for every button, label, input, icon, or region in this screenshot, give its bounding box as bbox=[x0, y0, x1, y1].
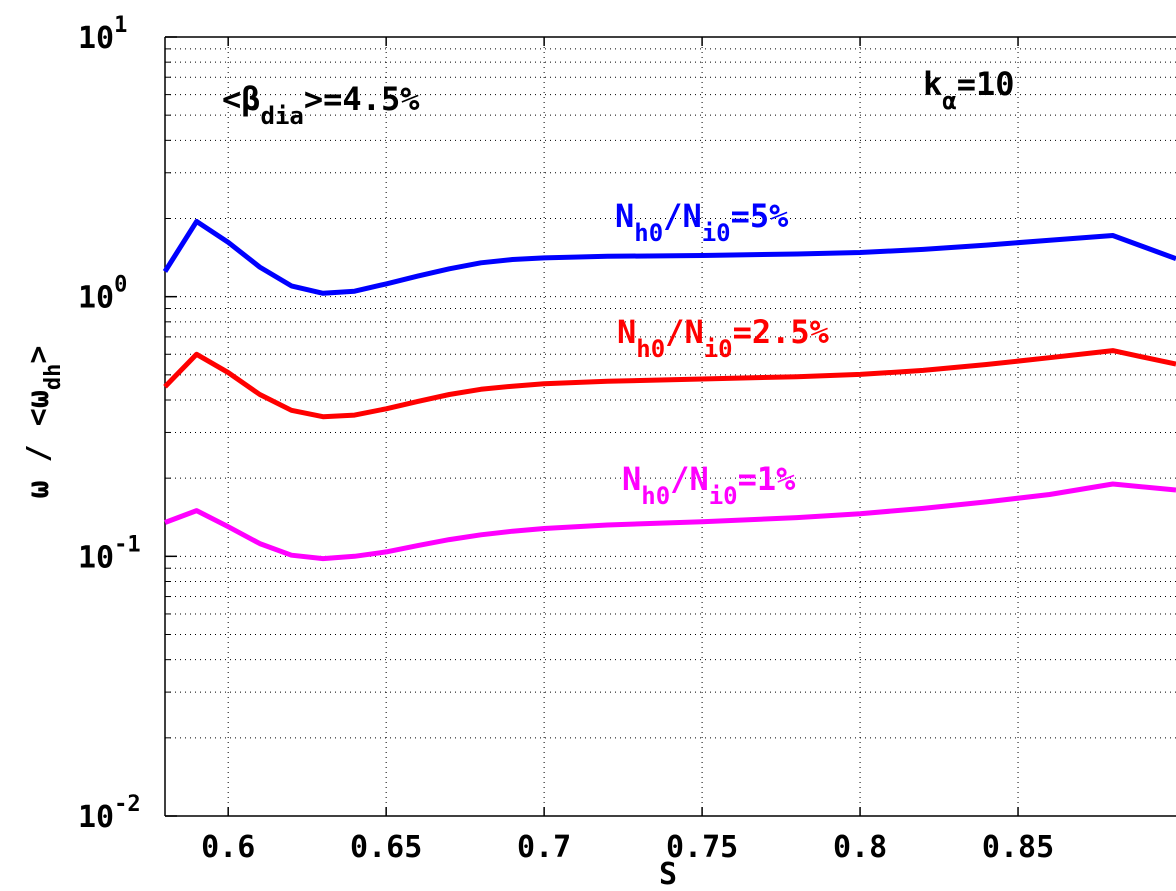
y-tick-label: 10-2 bbox=[78, 792, 141, 835]
annotation-label-2-5: Nh0/Ni0=2.5% bbox=[617, 313, 830, 363]
annotation-kalpha: kα=10 bbox=[923, 65, 1015, 115]
series-line-3 bbox=[164, 481, 1176, 562]
y-tick-label: 100 bbox=[78, 273, 127, 316]
x-tick-label: 0.6 bbox=[201, 830, 255, 865]
x-tick-label: 0.8 bbox=[833, 830, 887, 865]
x-tick-label: 0.75 bbox=[666, 830, 738, 865]
axes: 0.6 0.65 0.7 0.75 0.8 0.85 101 100 10-1 10-2 bbox=[78, 13, 1176, 865]
x-axis-label: S bbox=[659, 857, 677, 891]
y-tick-label: 101 bbox=[78, 13, 127, 56]
annotation-label-5: Nh0/Ni0=5% bbox=[615, 197, 789, 247]
series bbox=[162, 218, 1176, 562]
series-line-2 bbox=[163, 348, 1176, 420]
x-tick-label: 0.65 bbox=[350, 830, 422, 865]
annotation-label-1: Nh0/Ni0=1% bbox=[622, 460, 796, 510]
x-tick-label: 0.7 bbox=[517, 830, 571, 865]
grid bbox=[165, 37, 1176, 816]
annotation-beta: <βdia>=4.5% bbox=[222, 80, 420, 130]
y-tick-label: 10-1 bbox=[78, 532, 141, 575]
labels: Sω / <ωdh> <βdia>=4.5% kα=10 Nh0/Ni0=5% Nh0/… bbox=[21, 65, 1015, 891]
y-axis-label: ω / <ωdh> bbox=[21, 346, 66, 499]
series-line-1 bbox=[162, 218, 1176, 296]
x-tick-label: 0.85 bbox=[982, 830, 1054, 865]
